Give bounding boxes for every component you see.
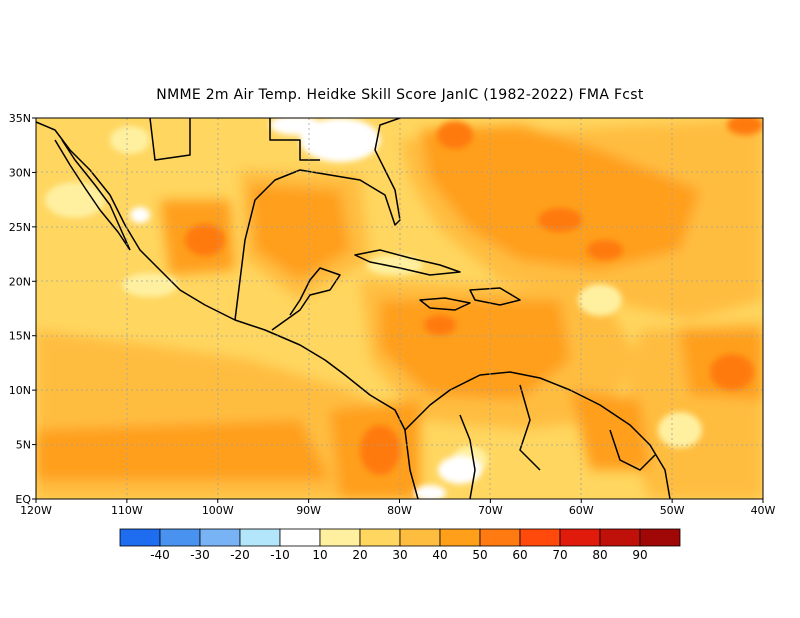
colorbar-label: 70: [552, 548, 567, 562]
colorbar-label: -10: [270, 548, 290, 562]
lon-tick-label: 100W: [202, 504, 234, 517]
colorbar: -40 -30 -20 -10 10 20 30 40 50 60 70 80 90: [119, 528, 681, 562]
chart-title: NMME 2m Air Temp. Heidke Skill Score Jan…: [156, 87, 644, 103]
colorbar-label: -40: [150, 548, 170, 562]
colorbar-swatch: [359, 528, 401, 547]
colorbar-swatch: [199, 528, 241, 547]
lon-tick-label: 40W: [751, 504, 776, 517]
shaded-field: [36, 118, 763, 499]
lon-tick-label: 70W: [478, 504, 503, 517]
colorbar-label: 60: [512, 548, 527, 562]
colorbar-label: -30: [190, 548, 210, 562]
colorbar-swatch: [559, 528, 601, 547]
colorbar-swatch: [639, 528, 681, 547]
colorbar-label: 20: [352, 548, 367, 562]
lat-tick-label: 25N: [9, 221, 31, 234]
lon-tick-label: 120W: [20, 504, 52, 517]
lat-tick-label: 20N: [9, 275, 31, 288]
colorbar-swatch: [599, 528, 641, 547]
colorbar-swatch: [519, 528, 561, 547]
colorbar-label: 50: [472, 548, 487, 562]
lat-tick-label: 30N: [9, 166, 31, 179]
colorbar-label: 80: [592, 548, 607, 562]
colorbar-swatch: [279, 528, 321, 547]
colorbar-swatch: [319, 528, 361, 547]
colorbar-label: 10: [312, 548, 327, 562]
colorbar-label: 40: [432, 548, 447, 562]
colorbar-label: 90: [632, 548, 647, 562]
lon-tick-label: 110W: [111, 504, 143, 517]
lat-tick-label: 35N: [9, 112, 31, 125]
latitude-axis: 35N 30N 25N 20N 15N 10N 5N EQ: [9, 112, 36, 506]
lon-tick-label: 60W: [569, 504, 594, 517]
lat-tick-label: 5N: [16, 439, 31, 452]
colorbar-swatch: [399, 528, 441, 547]
lon-tick-label: 90W: [296, 504, 321, 517]
colorbar-label: -20: [230, 548, 250, 562]
colorbar-swatch: [479, 528, 521, 547]
lat-tick-label: EQ: [15, 493, 31, 506]
colorbar-swatch: [159, 528, 201, 547]
lon-tick-label: 50W: [660, 504, 685, 517]
lat-tick-label: 15N: [9, 330, 31, 343]
lon-tick-label: 80W: [387, 504, 412, 517]
colorbar-swatch: [439, 528, 481, 547]
colorbar-swatch: [119, 528, 161, 547]
lat-tick-label: 10N: [9, 384, 31, 397]
colorbar-swatch: [239, 528, 281, 547]
colorbar-label: 30: [392, 548, 407, 562]
longitude-axis: 120W 110W 100W 90W 80W 70W 60W 50W 40W: [20, 499, 776, 517]
